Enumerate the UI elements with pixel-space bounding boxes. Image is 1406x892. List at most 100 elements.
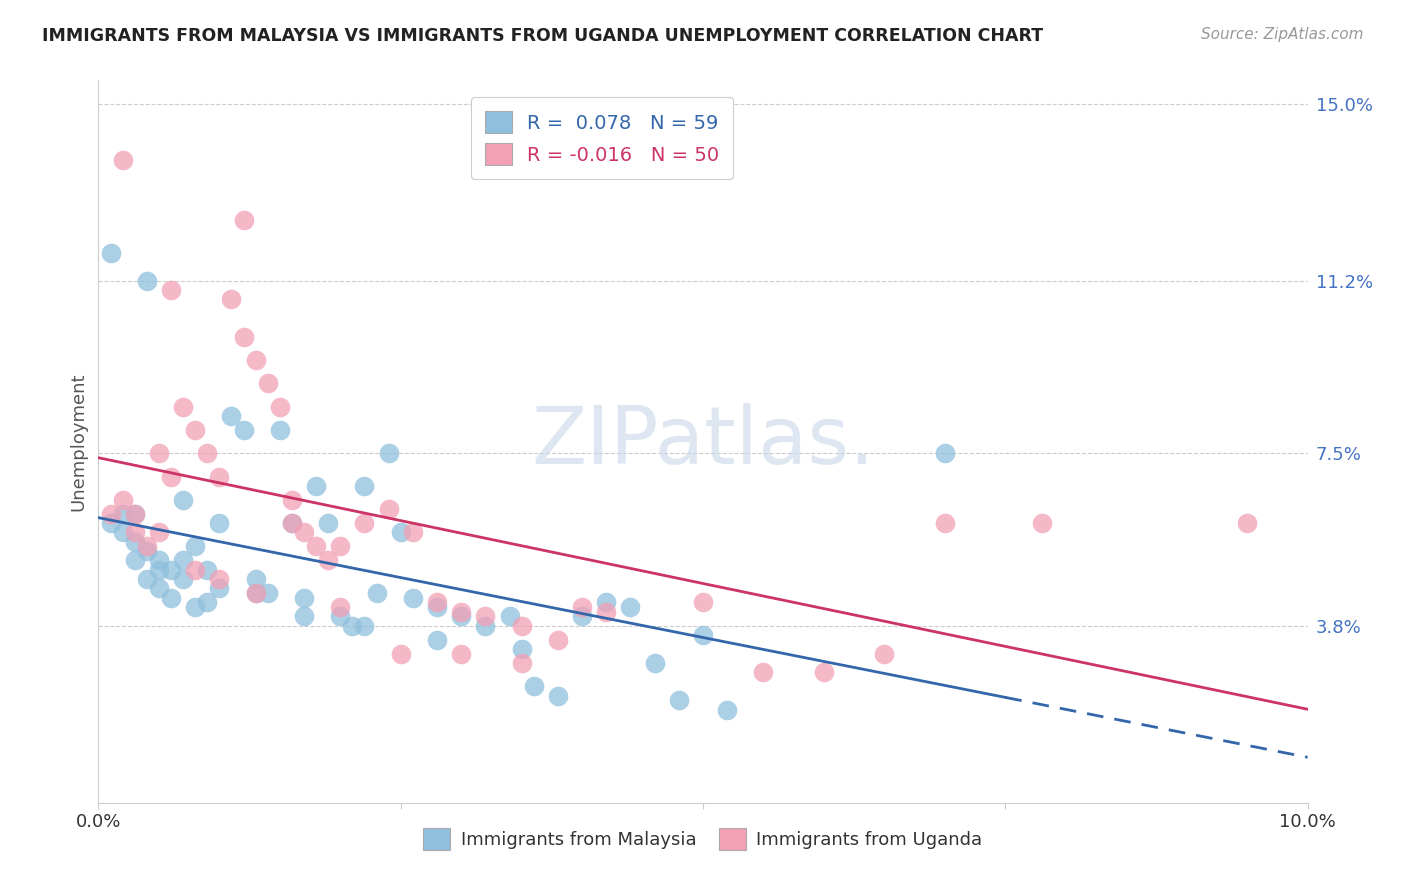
- Point: [510, 618, 533, 632]
- Point: [245, 586, 267, 600]
- Point: [245, 572, 267, 586]
- Point: [281, 516, 304, 530]
- Point: [148, 446, 170, 460]
- Point: [281, 516, 304, 530]
- Point: [124, 507, 146, 521]
- Point: [873, 647, 896, 661]
- Point: [571, 600, 593, 615]
- Point: [292, 609, 315, 624]
- Point: [100, 507, 122, 521]
- Point: [208, 582, 231, 596]
- Y-axis label: Unemployment: Unemployment: [69, 372, 87, 511]
- Point: [135, 544, 157, 558]
- Point: [269, 400, 291, 414]
- Point: [148, 582, 170, 596]
- Point: [450, 647, 472, 661]
- Point: [547, 632, 569, 647]
- Point: [402, 525, 425, 540]
- Point: [111, 525, 134, 540]
- Point: [389, 525, 412, 540]
- Point: [160, 283, 183, 297]
- Point: [135, 572, 157, 586]
- Point: [124, 534, 146, 549]
- Point: [184, 540, 207, 554]
- Point: [221, 409, 243, 423]
- Point: [316, 516, 339, 530]
- Point: [232, 423, 254, 437]
- Point: [1236, 516, 1258, 530]
- Point: [232, 329, 254, 343]
- Point: [172, 492, 194, 507]
- Point: [124, 553, 146, 567]
- Point: [644, 656, 666, 670]
- Point: [450, 609, 472, 624]
- Point: [426, 632, 449, 647]
- Point: [245, 353, 267, 368]
- Point: [256, 376, 278, 391]
- Point: [329, 600, 352, 615]
- Point: [208, 469, 231, 483]
- Point: [353, 618, 375, 632]
- Point: [281, 492, 304, 507]
- Point: [1031, 516, 1053, 530]
- Point: [292, 525, 315, 540]
- Point: [752, 665, 775, 680]
- Point: [498, 609, 520, 624]
- Point: [571, 609, 593, 624]
- Point: [148, 553, 170, 567]
- Point: [172, 572, 194, 586]
- Point: [402, 591, 425, 605]
- Point: [208, 516, 231, 530]
- Point: [135, 540, 157, 554]
- Point: [100, 245, 122, 260]
- Point: [100, 516, 122, 530]
- Point: [111, 507, 134, 521]
- Point: [474, 618, 496, 632]
- Point: [934, 446, 956, 460]
- Legend: Immigrants from Malaysia, Immigrants from Uganda: Immigrants from Malaysia, Immigrants fro…: [415, 819, 991, 859]
- Point: [813, 665, 835, 680]
- Point: [269, 423, 291, 437]
- Point: [172, 400, 194, 414]
- Point: [450, 605, 472, 619]
- Point: [148, 525, 170, 540]
- Point: [195, 446, 218, 460]
- Point: [184, 423, 207, 437]
- Point: [353, 516, 375, 530]
- Point: [292, 591, 315, 605]
- Point: [692, 595, 714, 609]
- Point: [305, 479, 328, 493]
- Point: [474, 609, 496, 624]
- Point: [377, 502, 399, 516]
- Point: [148, 563, 170, 577]
- Point: [342, 618, 364, 632]
- Point: [124, 525, 146, 540]
- Point: [195, 563, 218, 577]
- Point: [172, 553, 194, 567]
- Point: [305, 540, 328, 554]
- Point: [232, 213, 254, 227]
- Text: Source: ZipAtlas.com: Source: ZipAtlas.com: [1201, 27, 1364, 42]
- Point: [195, 595, 218, 609]
- Point: [329, 609, 352, 624]
- Point: [619, 600, 641, 615]
- Point: [160, 563, 183, 577]
- Point: [160, 591, 183, 605]
- Point: [329, 540, 352, 554]
- Point: [208, 572, 231, 586]
- Point: [426, 600, 449, 615]
- Point: [245, 586, 267, 600]
- Text: IMMIGRANTS FROM MALAYSIA VS IMMIGRANTS FROM UGANDA UNEMPLOYMENT CORRELATION CHAR: IMMIGRANTS FROM MALAYSIA VS IMMIGRANTS F…: [42, 27, 1043, 45]
- Point: [135, 274, 157, 288]
- Point: [366, 586, 388, 600]
- Point: [160, 469, 183, 483]
- Point: [510, 656, 533, 670]
- Point: [124, 507, 146, 521]
- Point: [111, 492, 134, 507]
- Point: [377, 446, 399, 460]
- Point: [595, 595, 617, 609]
- Point: [595, 605, 617, 619]
- Point: [184, 600, 207, 615]
- Point: [716, 702, 738, 716]
- Point: [692, 628, 714, 642]
